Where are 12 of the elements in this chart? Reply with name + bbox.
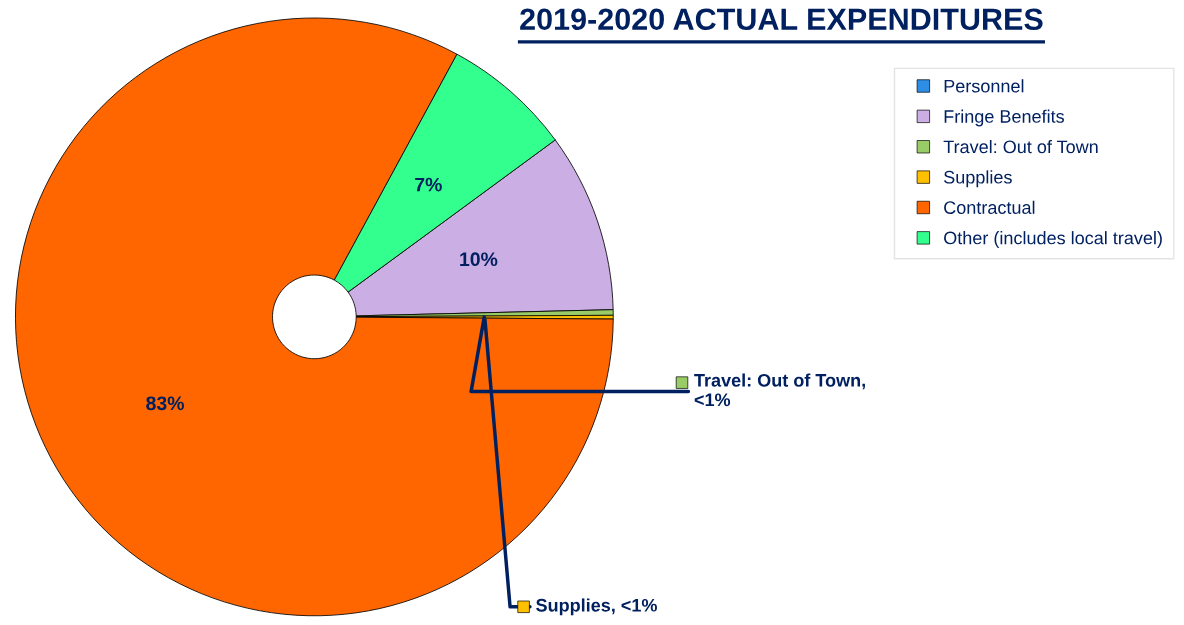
legend-label: Contractual: [944, 200, 1035, 214]
data-label: 10%: [460, 252, 498, 267]
legend-label: Other (includes local travel): [944, 231, 1162, 248]
legend-label: Fringe Benefits: [944, 109, 1064, 127]
legend-label: Travel: Out of Town: [943, 139, 1098, 154]
chart-title: 2019-2020 ACTUAL EXPENDITURES: [520, 8, 1043, 31]
legend-label: Supplies: [944, 170, 1012, 188]
data-label: 7%: [415, 177, 442, 192]
data-label: 83%: [146, 396, 184, 411]
data-label: Travel: Out of Town, <1%: [694, 373, 865, 407]
legend-label: Personnel: [944, 79, 1024, 93]
data-label: Supplies, <1%: [536, 598, 657, 616]
